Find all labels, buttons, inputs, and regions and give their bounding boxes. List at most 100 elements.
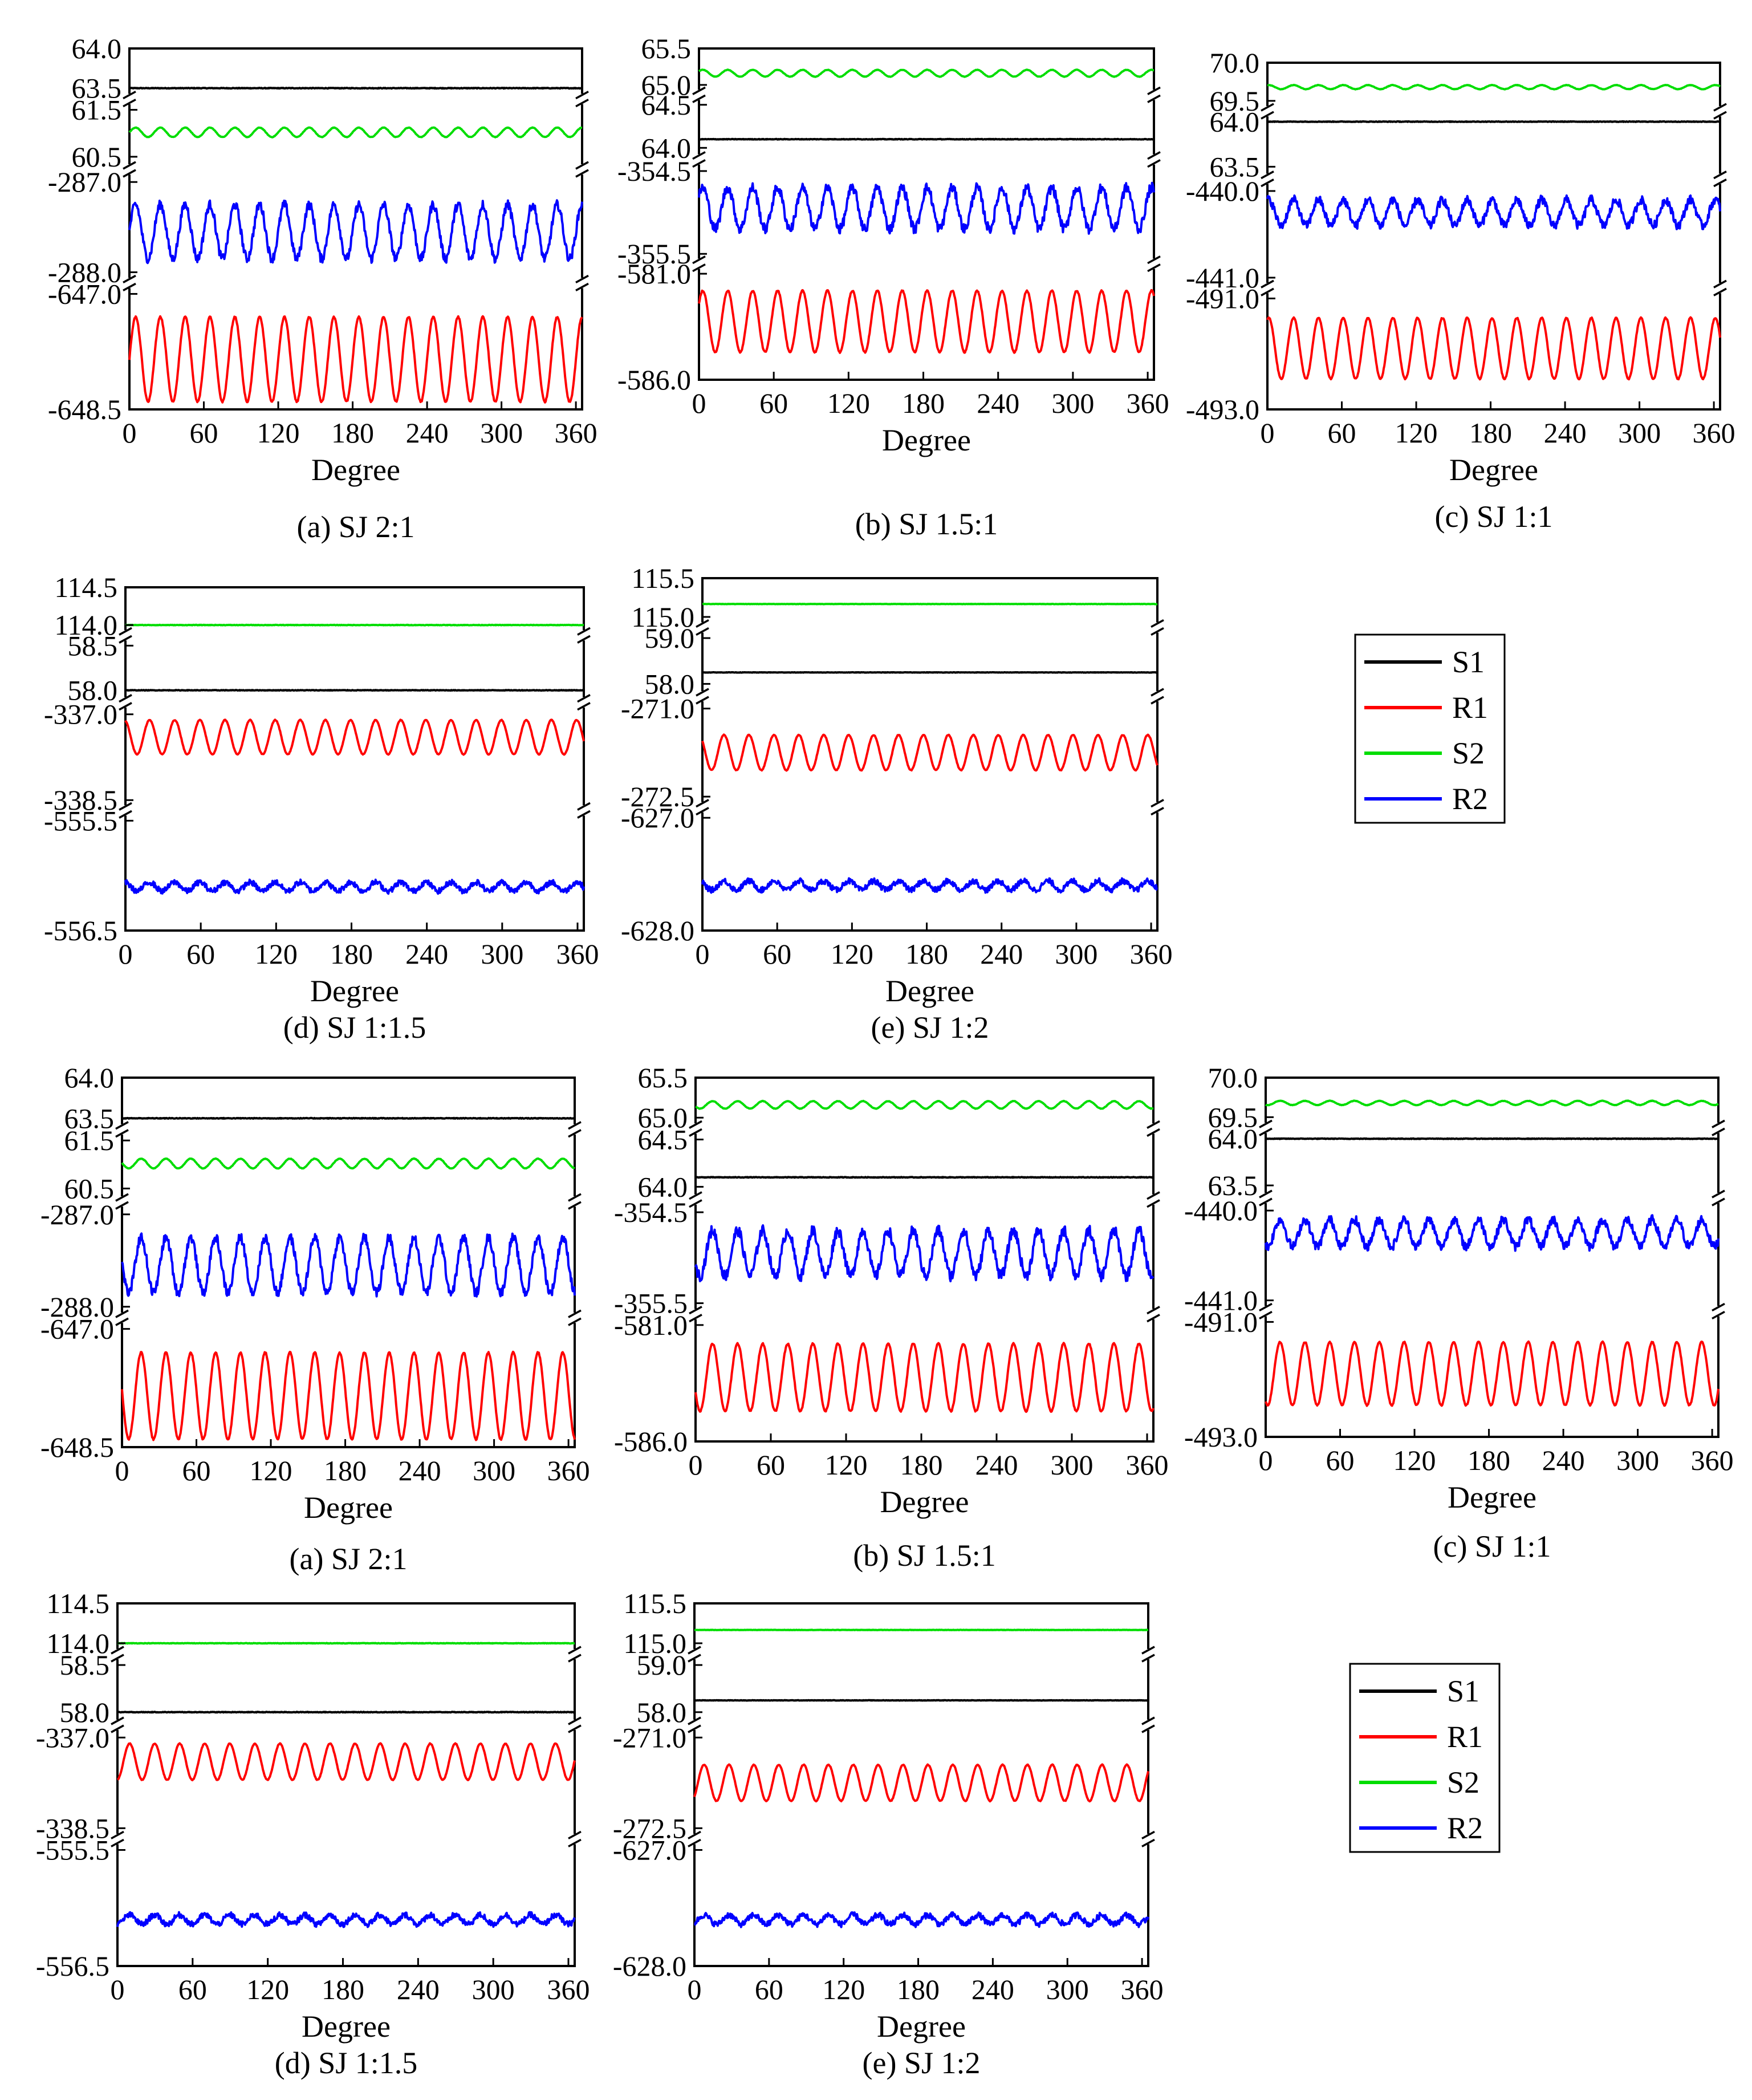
series-line-r1	[121, 1350, 576, 1441]
x-tick-label: 60	[1328, 417, 1356, 449]
series-line-s2	[1267, 83, 1721, 91]
x-tick-label: 0	[1261, 417, 1275, 449]
legend-label: R2	[1452, 782, 1488, 816]
chart-caption: (d) SJ 1:1.5	[275, 2046, 418, 2080]
y-tick-label: -355.5	[617, 238, 691, 270]
x-tick-label: 60	[763, 938, 791, 970]
y-tick-label: 64.5	[641, 89, 692, 121]
x-tick-label: 360	[1130, 938, 1173, 970]
x-tick-label: 60	[190, 417, 218, 449]
x-tick-label: 360	[1126, 1449, 1169, 1481]
series-line-s1	[1267, 120, 1721, 123]
axis-break-mark	[1147, 151, 1161, 168]
y-tick-label: 64.0	[638, 1171, 688, 1203]
x-tick-label: 300	[1055, 938, 1097, 970]
y-tick-label: 70.0	[1208, 1062, 1258, 1094]
y-tick-label: 115.5	[631, 562, 694, 594]
plot-frame	[698, 47, 1155, 381]
series-line-r1	[116, 1742, 576, 1782]
y-tick-label: -355.5	[614, 1287, 688, 1319]
axis-break-mark	[1712, 1302, 1725, 1320]
x-tick-label: 180	[902, 387, 945, 419]
y-tick-label: -556.5	[36, 1950, 109, 1982]
axis-break-mark	[568, 1121, 582, 1138]
axis-break-mark	[696, 619, 709, 636]
y-tick-label: -493.0	[1186, 393, 1259, 425]
x-tick-label: 300	[480, 417, 523, 449]
y-tick-label: -648.5	[40, 1431, 114, 1463]
y-tick-label: 64.0	[1210, 105, 1260, 137]
axis-break-mark	[688, 1716, 701, 1733]
x-axis-label: Degree	[877, 2009, 966, 2044]
series-line-r1	[694, 1342, 1155, 1413]
chart-caption: (b) SJ 1.5:1	[855, 507, 998, 541]
x-tick-label: 240	[1542, 1444, 1585, 1476]
y-tick-label: -647.0	[48, 278, 121, 310]
x-tick-label: 240	[971, 1973, 1014, 2005]
chart-panel: 65.5 65.064.5 64.0-354.5 -355.5-581.0 -586.0…	[614, 1062, 1169, 1573]
plot-frame	[124, 586, 585, 932]
x-axis-label: Degree	[880, 1485, 969, 1519]
legend-label: S1	[1452, 645, 1485, 679]
x-tick-label: 360	[1121, 1973, 1164, 2005]
y-tick-label: 63.5	[64, 1102, 115, 1134]
y-tick-label: -586.0	[617, 364, 691, 396]
axis-break-mark	[568, 1193, 582, 1210]
x-tick-label: 180	[1468, 1444, 1510, 1476]
plot-frame	[694, 1077, 1155, 1443]
axis-break-mark	[575, 91, 589, 108]
x-tick-label: 120	[246, 1973, 289, 2005]
y-tick-label: -288.0	[48, 256, 121, 288]
axis-break-mark	[119, 694, 132, 711]
x-tick-label: 300	[1051, 387, 1094, 419]
x-axis-label: Degree	[310, 974, 399, 1008]
series-line-r1	[1265, 1340, 1720, 1407]
y-tick-label: -556.5	[44, 915, 117, 947]
series-line-r1	[128, 315, 583, 404]
series-line-s1	[694, 1699, 1149, 1702]
y-tick-label: -581.0	[614, 1309, 688, 1341]
legend-label: S2	[1447, 1765, 1479, 1800]
y-tick-label: 65.0	[638, 1102, 688, 1134]
y-tick-label: -272.5	[621, 781, 694, 813]
axis-break-mark	[119, 802, 132, 819]
x-tick-label: 180	[331, 417, 374, 449]
y-tick-label: 65.5	[638, 1062, 688, 1094]
series-line-s2	[121, 1157, 575, 1170]
axis-break-mark	[115, 1121, 129, 1138]
series-line-r2	[1265, 1214, 1720, 1252]
y-tick-label: -271.0	[613, 1721, 686, 1753]
x-tick-label: 180	[1469, 417, 1512, 449]
x-axis-label: Degree	[1449, 453, 1538, 487]
axis-break-mark	[1713, 103, 1727, 120]
y-tick-label: -648.5	[48, 393, 121, 425]
series-line-r2	[116, 1911, 576, 1928]
plot-frame	[701, 577, 1158, 932]
axis-break-mark	[696, 688, 709, 705]
axis-break-mark	[1259, 1189, 1273, 1207]
y-tick-label: 115.5	[623, 1587, 686, 1619]
series-line-r2	[693, 1911, 1149, 1928]
axis-break-mark	[688, 1830, 701, 1847]
x-tick-label: 60	[178, 1973, 207, 2005]
x-tick-label: 180	[322, 1973, 364, 2005]
y-tick-label: 61.5	[64, 1124, 115, 1156]
chart-caption: (c) SJ 1:1	[1435, 499, 1553, 534]
x-tick-label: 240	[397, 1973, 440, 2005]
axis-break-mark	[568, 1646, 582, 1663]
x-tick-label: 0	[111, 1973, 125, 2005]
y-tick-label: -440.0	[1184, 1195, 1258, 1226]
y-tick-label: -441.0	[1184, 1285, 1258, 1317]
axis-break-mark	[111, 1716, 124, 1733]
axis-break-mark	[577, 627, 591, 644]
y-tick-label: 58.0	[68, 675, 118, 706]
x-axis-label: Degree	[885, 974, 974, 1008]
y-tick-label: 63.5	[1208, 1169, 1258, 1201]
axis-break-mark	[575, 274, 589, 291]
series-line-r2	[128, 199, 583, 265]
axis-break-mark	[688, 1646, 701, 1663]
x-tick-label: 180	[330, 938, 373, 970]
x-tick-label: 180	[905, 938, 948, 970]
series-line-s1	[121, 1116, 576, 1120]
y-tick-label: 58.5	[60, 1649, 110, 1681]
